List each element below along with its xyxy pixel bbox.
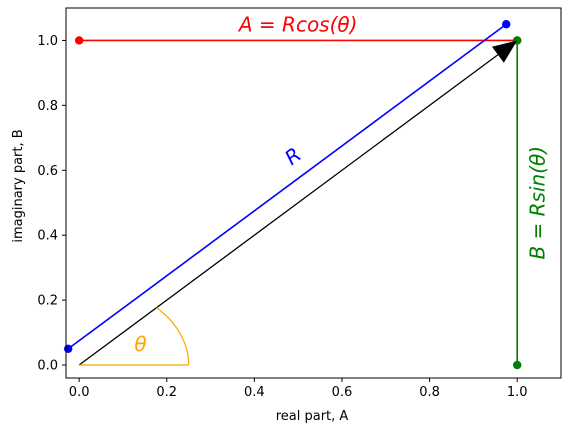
x-axis-title: real part, A [276,409,349,424]
x-tick-label-2: 0.4 [244,385,265,400]
axes-frame [65,7,562,379]
angle-arc [79,307,190,366]
arrow-shaft [78,54,499,366]
y-axis-title: imaginary part, B [11,129,26,242]
x-tick-label-4: 0.8 [419,385,440,400]
y-tick-label-5: 1.0 [37,34,58,49]
annotation-3: θ [134,332,146,356]
series-1-line [67,23,507,350]
arrow-head [491,40,518,63]
x-tick-label-1: 0.2 [156,385,177,400]
series-2-point-0 [512,360,522,370]
y-tick-label-1: 0.2 [37,294,58,309]
annotation-0: A = Rcos(θ) [237,12,358,36]
plot-area: A = Rcos(θ)R B = Rsin(θ)θ [63,12,550,370]
y-tick-label-2: 0.4 [37,229,58,244]
ticks: 0.0 0.2 0.4 0.6 0.8 1.0 0.0 0.2 0.4 0.6 0.8 1.0 [37,7,562,400]
y-tick-label-3: 0.6 [37,164,58,179]
series-1-point-1 [502,20,511,29]
y-tick-label-0: 0.0 [37,359,58,374]
x-tick-label-3: 0.6 [332,385,353,400]
x-tick-label-0: 0.0 [69,385,90,400]
series-0-point-0 [74,36,84,45]
y-tick-label-4: 0.8 [37,99,58,114]
series-1-point-0 [63,344,73,353]
annotation-2: B = Rsin(θ) [526,146,550,260]
x-tick-label-5: 1.0 [507,385,528,400]
